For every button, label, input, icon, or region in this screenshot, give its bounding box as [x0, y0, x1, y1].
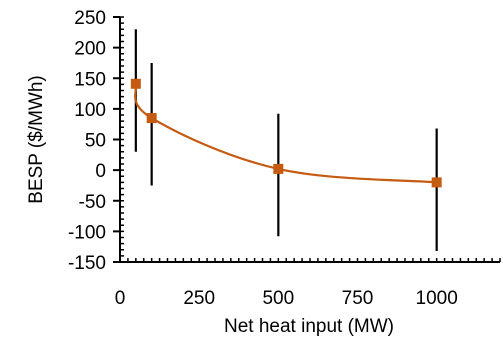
data-point	[431, 177, 442, 188]
data-markers	[130, 78, 442, 188]
data-point	[273, 163, 284, 174]
y-tick-label: 250	[74, 8, 106, 29]
x-axis-ticks: 0 250 500 750 1000	[115, 288, 458, 309]
x-tick-label: 1000	[416, 288, 458, 309]
error-bars	[134, 29, 438, 251]
x-tick-label: 0	[115, 288, 126, 309]
y-tick-label: -150	[68, 253, 106, 274]
y-tick-label: -100	[68, 222, 106, 243]
data-point	[130, 78, 141, 89]
y-tick-label: 0	[95, 161, 106, 182]
y-tick-label: 100	[74, 100, 106, 121]
y-tick-label: 150	[74, 69, 106, 90]
x-tick-label: 500	[262, 288, 294, 309]
x-tick-label: 250	[183, 288, 215, 309]
y-tick-label: 200	[74, 39, 106, 60]
series-line	[134, 83, 437, 184]
x-axis-title: Net heat input (MW)	[224, 316, 394, 337]
axes	[119, 16, 501, 263]
y-axis-title: BESP ($/MWh)	[26, 75, 47, 203]
data-point	[146, 113, 157, 124]
y-tick-label: -50	[79, 192, 106, 213]
x-tick-label: 750	[342, 288, 374, 309]
y-axis-ticks: 250 200 150 100 50 0 -50 -100 -150	[68, 8, 120, 274]
y-tick-label: 50	[85, 131, 106, 152]
